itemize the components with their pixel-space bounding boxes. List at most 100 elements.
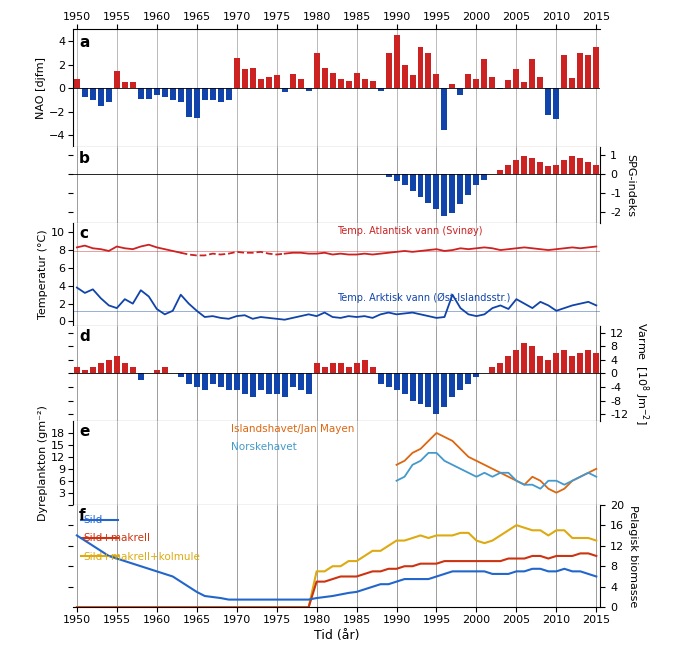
Bar xyxy=(314,53,320,88)
Y-axis label: Varme  [10$^8$ Jm$^{-2}$]: Varme [10$^8$ Jm$^{-2}$] xyxy=(632,322,651,424)
Bar xyxy=(289,374,296,387)
Bar xyxy=(250,374,255,397)
Bar xyxy=(282,88,287,92)
Bar xyxy=(186,374,192,384)
Bar xyxy=(82,370,88,374)
Bar xyxy=(218,374,223,387)
Bar xyxy=(466,174,471,195)
Bar xyxy=(386,374,391,387)
Bar xyxy=(273,374,280,394)
Bar xyxy=(530,346,535,374)
Bar xyxy=(202,374,208,390)
Bar xyxy=(154,370,160,374)
Bar xyxy=(289,74,296,88)
Bar xyxy=(138,88,144,99)
Bar xyxy=(585,161,591,174)
Bar xyxy=(353,363,359,374)
Bar xyxy=(466,74,471,88)
Bar xyxy=(561,56,568,88)
Bar xyxy=(577,353,584,374)
Y-axis label: SPG-indeks: SPG-indeks xyxy=(625,153,635,217)
Bar xyxy=(593,47,600,88)
Text: Sild: Sild xyxy=(83,515,103,525)
Bar xyxy=(74,79,80,88)
Bar xyxy=(330,363,336,374)
Bar xyxy=(569,357,575,374)
Text: c: c xyxy=(79,227,88,242)
Bar xyxy=(122,82,128,88)
Bar xyxy=(569,156,575,174)
Bar xyxy=(146,88,152,99)
Bar xyxy=(226,374,232,390)
X-axis label: Tid (år): Tid (år) xyxy=(314,629,359,642)
Bar xyxy=(537,161,543,174)
Bar xyxy=(98,88,104,106)
Bar xyxy=(194,374,200,387)
Bar xyxy=(498,88,503,89)
Text: Temp. Arktisk vann (Øst-Islandsstr.): Temp. Arktisk vann (Øst-Islandsstr.) xyxy=(337,293,510,304)
Bar xyxy=(82,88,88,97)
Bar xyxy=(378,88,384,91)
Bar xyxy=(425,53,432,88)
Bar xyxy=(498,170,503,174)
Text: Sild+makrell: Sild+makrell xyxy=(83,534,151,543)
Bar xyxy=(498,363,503,374)
Bar xyxy=(537,76,543,88)
Bar xyxy=(425,374,432,407)
Y-axis label: Temperatur (°C): Temperatur (°C) xyxy=(38,230,49,319)
Bar xyxy=(457,174,464,204)
Bar xyxy=(130,367,136,374)
Bar xyxy=(106,360,112,374)
Bar xyxy=(337,79,344,88)
Bar xyxy=(273,75,280,88)
Bar xyxy=(266,374,271,394)
Bar xyxy=(434,74,439,88)
Bar xyxy=(450,374,455,397)
Bar xyxy=(482,59,487,88)
Bar xyxy=(74,367,80,374)
Text: d: d xyxy=(79,329,90,343)
Bar xyxy=(553,165,559,174)
Bar xyxy=(250,69,255,88)
Bar xyxy=(593,353,600,374)
Bar xyxy=(521,156,527,174)
Bar xyxy=(434,374,439,414)
Bar xyxy=(409,75,416,88)
Bar xyxy=(457,88,464,95)
Bar xyxy=(130,82,136,88)
Bar xyxy=(530,59,535,88)
Bar xyxy=(393,35,400,88)
Bar xyxy=(489,76,496,88)
Bar xyxy=(282,374,287,397)
Bar xyxy=(346,81,352,88)
Bar xyxy=(386,53,391,88)
Bar xyxy=(98,363,104,374)
Bar xyxy=(242,69,248,88)
Bar xyxy=(545,360,551,374)
Bar xyxy=(234,374,239,390)
Bar xyxy=(194,88,200,118)
Bar xyxy=(561,350,568,374)
Bar xyxy=(242,374,248,394)
Bar xyxy=(257,79,264,88)
Bar xyxy=(425,174,432,203)
Bar xyxy=(450,174,455,213)
Bar xyxy=(170,88,176,100)
Bar xyxy=(114,71,120,88)
Text: Islandshavet/Jan Mayen: Islandshavet/Jan Mayen xyxy=(231,424,355,434)
Bar xyxy=(362,360,368,374)
Text: Norskehavet: Norskehavet xyxy=(231,442,297,452)
Bar xyxy=(122,363,128,374)
Bar xyxy=(441,88,448,129)
Bar xyxy=(514,350,519,374)
Bar xyxy=(505,165,511,174)
Bar xyxy=(561,159,568,174)
Y-axis label: Dyreplankton (gm⁻²): Dyreplankton (gm⁻²) xyxy=(38,405,49,520)
Bar xyxy=(314,363,320,374)
Bar xyxy=(409,174,416,191)
Bar xyxy=(553,353,559,374)
Bar xyxy=(234,57,239,88)
Bar xyxy=(577,158,584,174)
Bar xyxy=(298,79,304,88)
Bar xyxy=(162,367,168,374)
